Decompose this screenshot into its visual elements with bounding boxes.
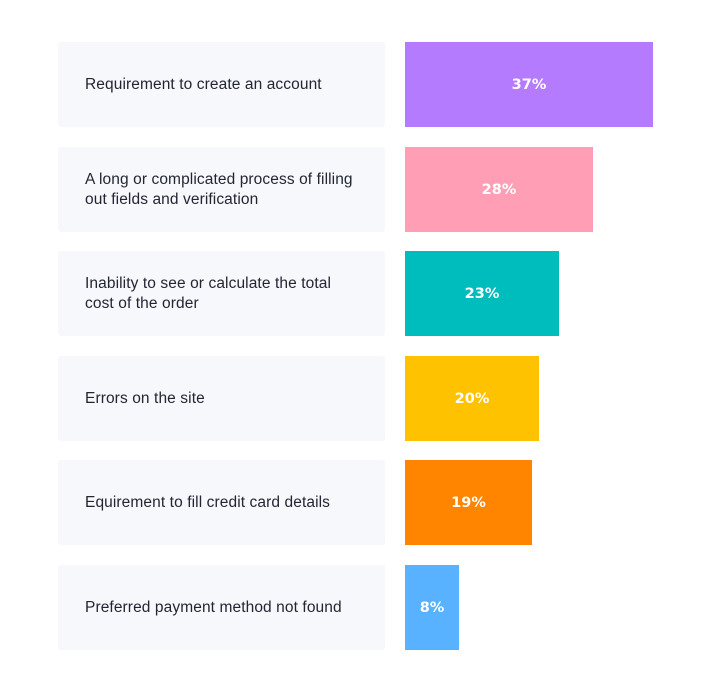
category-label-box: Inability to see or calculate the total … xyxy=(58,251,385,336)
category-label-box: Preferred payment method not found xyxy=(58,565,385,650)
category-label-box: Requirement to create an account xyxy=(58,42,385,127)
category-label-box: Errors on the site xyxy=(58,356,385,441)
category-label: Inability to see or calculate the total … xyxy=(85,274,332,312)
bar: 20% xyxy=(405,356,539,441)
bar: 19% xyxy=(405,460,532,545)
category-label: A long or complicated process of filling… xyxy=(85,170,353,208)
category-label: Preferred payment method not found xyxy=(85,598,342,616)
category-label: Equirement to fill credit card details xyxy=(85,493,331,511)
bar: 37% xyxy=(405,42,653,127)
bar-value-label: 19% xyxy=(451,494,486,511)
bar: 8% xyxy=(405,565,459,650)
bar-value-label: 28% xyxy=(481,181,517,198)
bar: 23% xyxy=(405,251,559,336)
category-label: Errors on the site xyxy=(85,389,205,407)
bar-value-label: 37% xyxy=(511,76,547,93)
bar-value-label: 23% xyxy=(464,285,500,302)
category-label: Requirement to create an account xyxy=(85,75,322,93)
category-label-box: Equirement to fill credit card details xyxy=(58,460,385,545)
bar-value-label: 20% xyxy=(454,390,490,407)
bar: 28% xyxy=(405,147,593,232)
bar-value-label: 8% xyxy=(419,599,445,616)
category-label-box: A long or complicated process of filling… xyxy=(58,147,385,232)
